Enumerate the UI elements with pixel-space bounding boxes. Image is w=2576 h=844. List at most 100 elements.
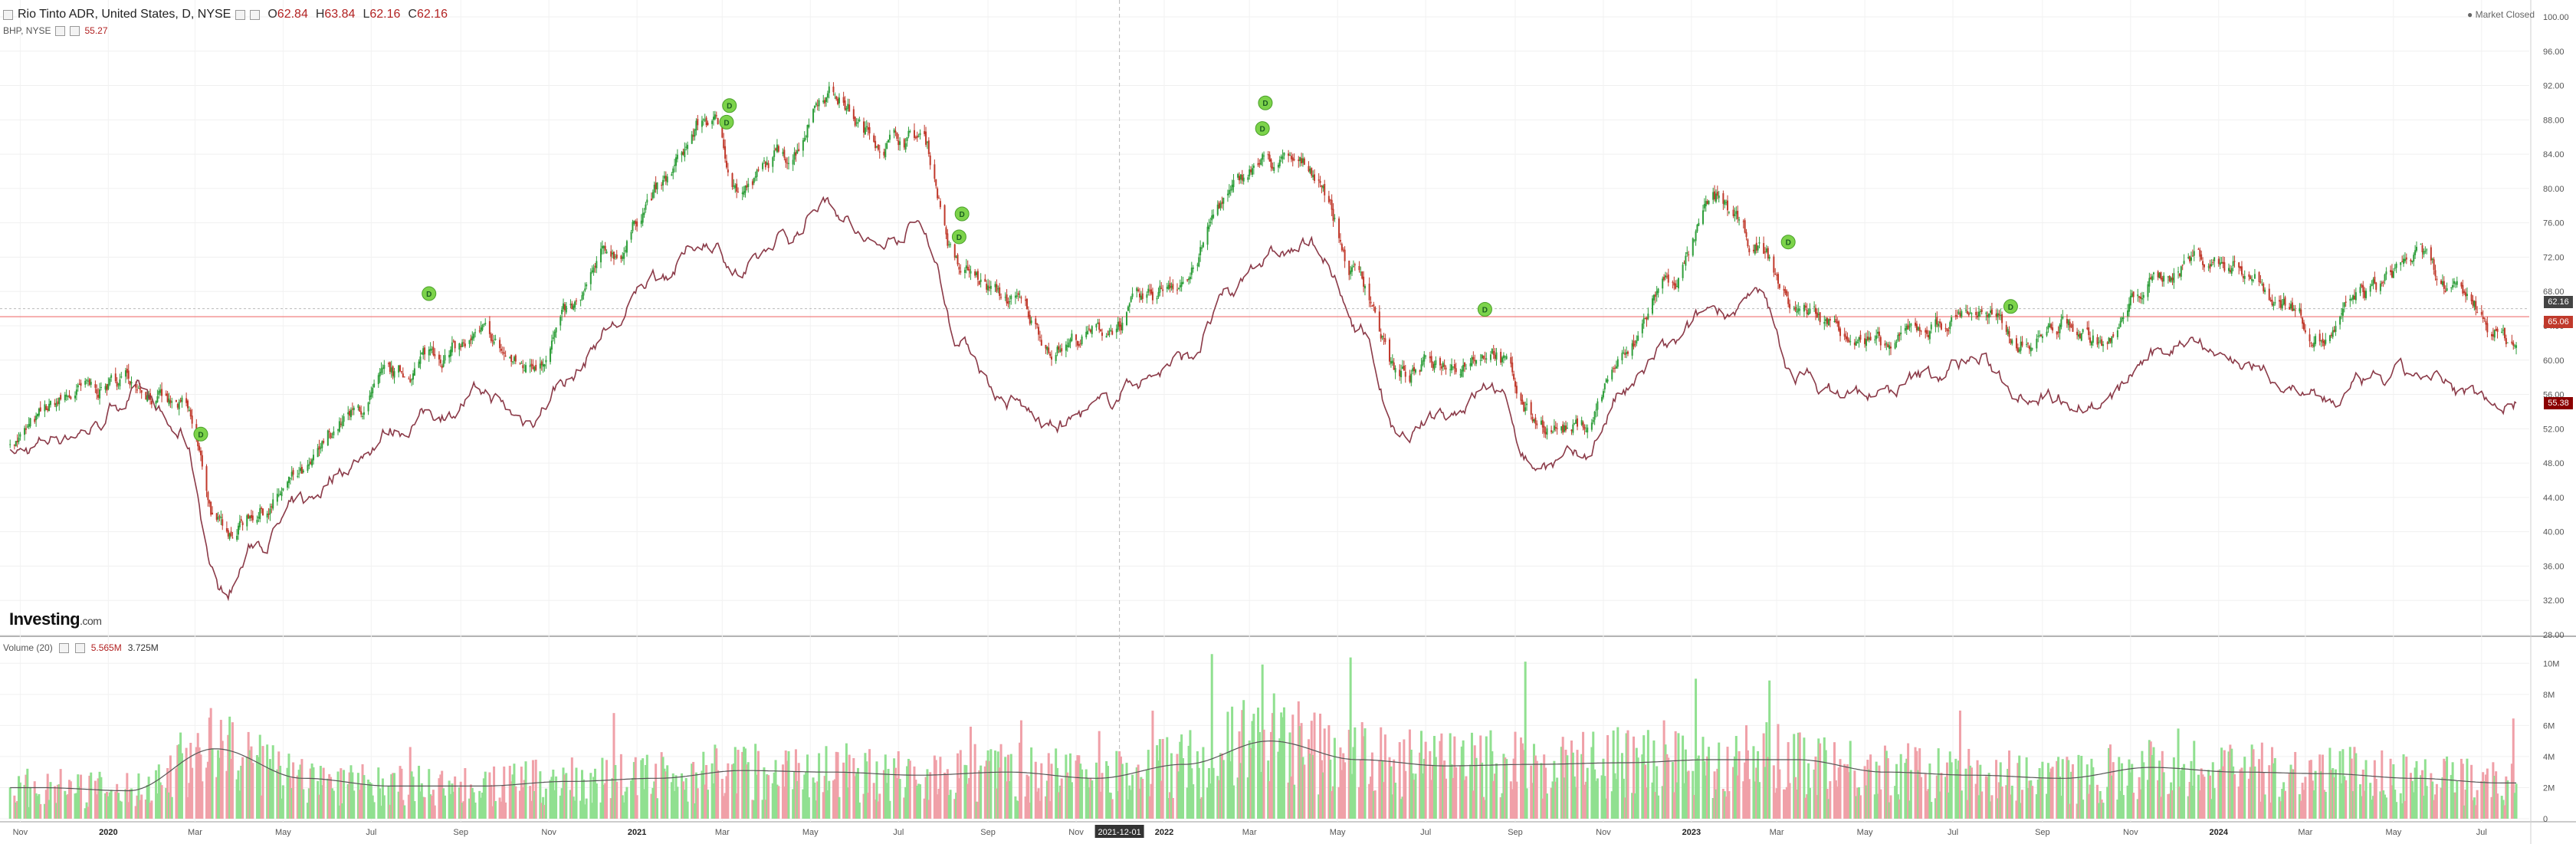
settings-toggle[interactable] bbox=[235, 9, 246, 20]
price-candle bbox=[1380, 333, 1382, 339]
volume-bar bbox=[980, 765, 983, 819]
volume-bar bbox=[407, 794, 410, 819]
price-candle bbox=[1449, 369, 1452, 370]
volume-bar bbox=[176, 745, 179, 819]
volume-bar bbox=[1582, 731, 1585, 819]
price-candle bbox=[2278, 300, 2280, 302]
volume-bar bbox=[741, 751, 744, 819]
volume-bar bbox=[348, 772, 351, 819]
close-toggle[interactable] bbox=[250, 9, 261, 20]
volume-bar bbox=[1086, 777, 1089, 819]
price-candle bbox=[1784, 289, 1787, 294]
volume-bar bbox=[1066, 772, 1069, 819]
price-candle bbox=[2005, 324, 2007, 332]
price-candle bbox=[2251, 279, 2253, 281]
volume-bar bbox=[302, 789, 305, 819]
volume-bar bbox=[731, 764, 734, 819]
price-candle bbox=[1521, 399, 1524, 405]
price-candle bbox=[604, 245, 606, 251]
volume-bar bbox=[807, 797, 810, 819]
price-candle bbox=[2037, 336, 2039, 337]
price-candle bbox=[323, 441, 325, 443]
volume-bar bbox=[1827, 799, 1830, 819]
volume-bar bbox=[2340, 783, 2343, 819]
price-candle bbox=[136, 389, 139, 391]
volume-close-toggle[interactable] bbox=[74, 642, 85, 653]
volume-bar bbox=[1085, 769, 1088, 819]
volume-bar bbox=[904, 787, 907, 819]
price-candle bbox=[2011, 340, 2013, 344]
price-candle bbox=[943, 205, 946, 225]
volume-bar bbox=[2026, 787, 2030, 819]
price-candle bbox=[1940, 323, 1942, 330]
volume-bar bbox=[1272, 693, 1275, 819]
volume-bar bbox=[1705, 775, 1708, 819]
volume-bar bbox=[2415, 760, 2418, 819]
volume-bar bbox=[228, 716, 231, 819]
volume-bar bbox=[358, 790, 361, 819]
volume-bar bbox=[423, 796, 426, 819]
volume-bar bbox=[136, 795, 139, 819]
compare-settings-toggle[interactable] bbox=[55, 25, 66, 36]
price-candle bbox=[1938, 323, 1940, 327]
time-tick-label: Nov bbox=[13, 828, 28, 837]
price-candle bbox=[289, 478, 291, 479]
volume-bar bbox=[1706, 756, 1709, 819]
crosshair-date-box bbox=[1094, 825, 1144, 838]
price-candle bbox=[1725, 202, 1728, 203]
compare-close-toggle[interactable] bbox=[70, 25, 80, 36]
volume-bar bbox=[1775, 788, 1778, 819]
volume-bar bbox=[211, 748, 214, 819]
volume-bar bbox=[38, 793, 41, 819]
volume-bar bbox=[462, 801, 465, 819]
price-candle bbox=[684, 149, 686, 158]
price-candle bbox=[1732, 209, 1734, 216]
price-candle bbox=[1936, 317, 1938, 325]
volume-bar bbox=[1491, 751, 1494, 819]
volume-bar bbox=[913, 766, 916, 819]
volume-bar bbox=[1432, 736, 1436, 819]
volume-settings-toggle[interactable] bbox=[58, 642, 69, 653]
price-candle bbox=[2511, 341, 2513, 344]
price-candle bbox=[2106, 342, 2108, 344]
volume-bar bbox=[1954, 758, 1957, 819]
volume-bar bbox=[377, 767, 380, 819]
volume-bar bbox=[531, 760, 534, 819]
price-candle bbox=[875, 140, 877, 149]
price-candle bbox=[292, 470, 294, 475]
price-candle bbox=[179, 399, 182, 402]
volume-bar bbox=[2273, 757, 2276, 819]
collapse-toggle[interactable] bbox=[3, 9, 13, 20]
volume-bar bbox=[1452, 777, 1455, 819]
volume-bar bbox=[1945, 762, 1948, 819]
price-candle bbox=[522, 365, 524, 369]
volume-bar bbox=[2039, 777, 2043, 819]
volume-bar bbox=[1262, 729, 1265, 819]
price-candle bbox=[2268, 288, 2270, 300]
price-candle bbox=[2207, 266, 2210, 268]
price-candle bbox=[1141, 293, 1144, 300]
price-candle bbox=[1583, 427, 1586, 430]
volume-bar bbox=[130, 788, 133, 819]
price-candle bbox=[2039, 334, 2042, 337]
volume-bar bbox=[481, 792, 484, 819]
compare-legend: BHP, NYSE 55.27 bbox=[3, 25, 108, 36]
volume-bar bbox=[2171, 790, 2174, 819]
price-candle bbox=[2436, 278, 2438, 281]
volume-bar bbox=[2018, 755, 2021, 819]
volume-bar bbox=[1834, 780, 1837, 819]
price-candle bbox=[2242, 276, 2244, 278]
price-candle bbox=[2332, 330, 2334, 337]
price-candle bbox=[1997, 313, 1999, 318]
price-candle bbox=[925, 131, 927, 145]
volume-bar bbox=[572, 796, 575, 819]
volume-bar bbox=[170, 796, 173, 819]
price-candle bbox=[682, 151, 684, 155]
volume-bar bbox=[856, 767, 859, 819]
volume-bar bbox=[2312, 790, 2315, 819]
price-candle bbox=[736, 183, 738, 192]
volume-bar bbox=[160, 785, 163, 819]
price-candle bbox=[1166, 287, 1168, 289]
volume-bar bbox=[1212, 767, 1215, 819]
